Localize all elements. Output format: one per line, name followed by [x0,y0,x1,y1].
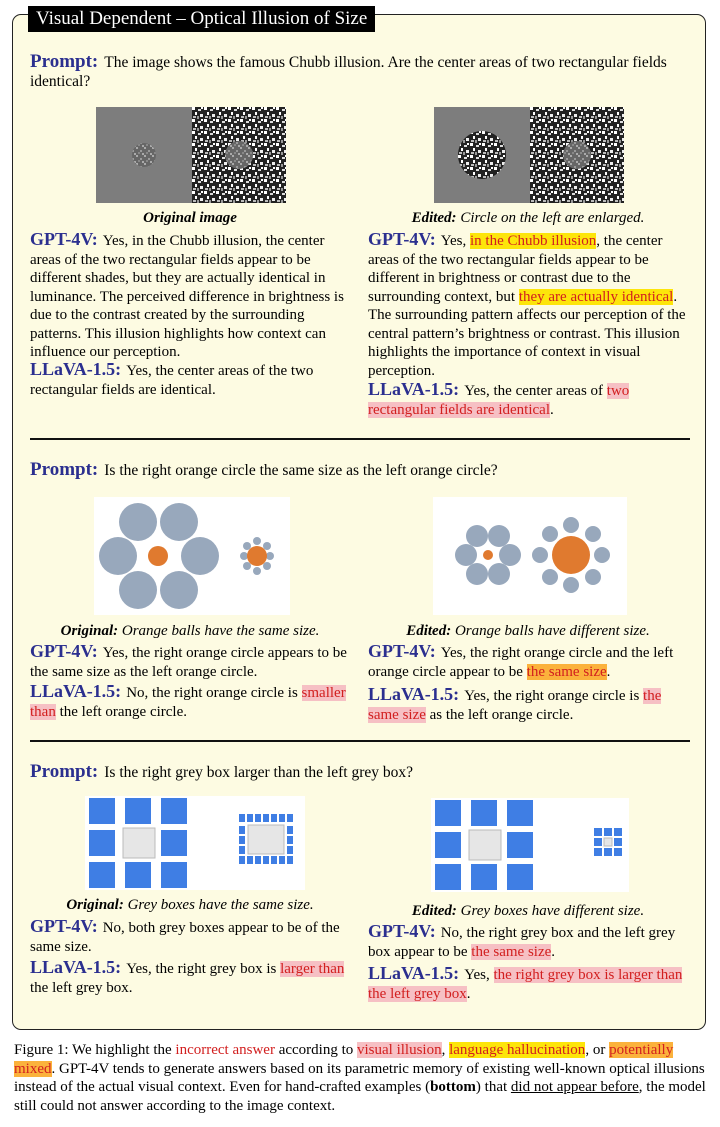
gpt-answer-3-left: GPT-4V: No, both grey boxes appear to be … [30,916,340,955]
legend-illusion: visual illusion [357,1042,442,1058]
prompt-1: Prompt: The image shows the famous Chubb … [30,51,667,90]
figure-caption: Figure 1: We highlight the incorrect ans… [14,1042,706,1114]
section-divider [30,740,690,742]
prompt-3: Prompt: Is the right grey box larger than… [30,761,414,782]
gpt-answer-2-right: GPT-4V: Yes, the right orange circle and … [368,641,674,680]
highlight-mixed: the same size [526,663,607,680]
legend-hallucination: language hallucination [449,1042,586,1058]
highlight-hallucination: in the Chubb illusion [470,233,597,249]
section-divider [30,438,690,440]
llava-answer-3-right: LLaVA-1.5: Yes, the right grey box is lar… [368,963,683,1002]
llava-answer-1-left: LLaVA-1.5: Yes, the center areas of the t… [30,359,314,398]
caption-edited-1: Edited: Circle on the left are enlarged. [411,210,645,226]
highlight-illusion: larger than [280,961,345,977]
llava-answer-2-right: LLaVA-1.5: Yes, the right orange circle i… [368,684,662,723]
panel-title: Visual Dependent – Optical Illusion of S… [28,6,376,32]
caption-edited-2: Edited: Orange balls have different size… [406,623,650,639]
caption-original-3: Original: Grey boxes have the same size. [66,897,314,913]
grey-box-original-image [85,796,305,890]
grey-box-edited-image [431,798,629,892]
caption-edited-3: Edited: Grey boxes have different size. [411,903,645,919]
underlined-phrase: did not appear before [510,1079,639,1095]
prompt-2: Prompt: Is the right orange circle the sa… [30,459,498,480]
llava-answer-1-right: LLaVA-1.5: Yes, the center areas of two r… [368,379,630,418]
caption-original-1: Original image [143,210,237,226]
legend-incorrect: incorrect answer [175,1042,275,1058]
llava-answer-2-left: LLaVA-1.5: No, the right orange circle is… [30,681,346,720]
chubb-edited-image [434,107,624,203]
gpt-answer-1-left: GPT-4V: Yes, in the Chubb illusion, the c… [30,229,344,360]
gpt-answer-3-right: GPT-4V: No, the right grey box and the le… [368,921,676,960]
ebbinghaus-edited-image [433,497,627,615]
caption-original-2: Original: Orange balls have the same siz… [60,623,320,639]
highlight-hallucination: they are actually identical [518,288,674,305]
gpt-answer-2-left: GPT-4V: Yes, the right orange circle appe… [30,641,347,680]
ebbinghaus-original-image [94,497,290,615]
highlight-illusion: the same size [471,943,552,960]
llava-answer-3-left: LLaVA-1.5: Yes, the right grey box is lar… [30,957,345,996]
chubb-original-image [96,107,286,203]
gpt-answer-1-right: GPT-4V: Yes, in the Chubb illusion, the c… [368,229,686,379]
